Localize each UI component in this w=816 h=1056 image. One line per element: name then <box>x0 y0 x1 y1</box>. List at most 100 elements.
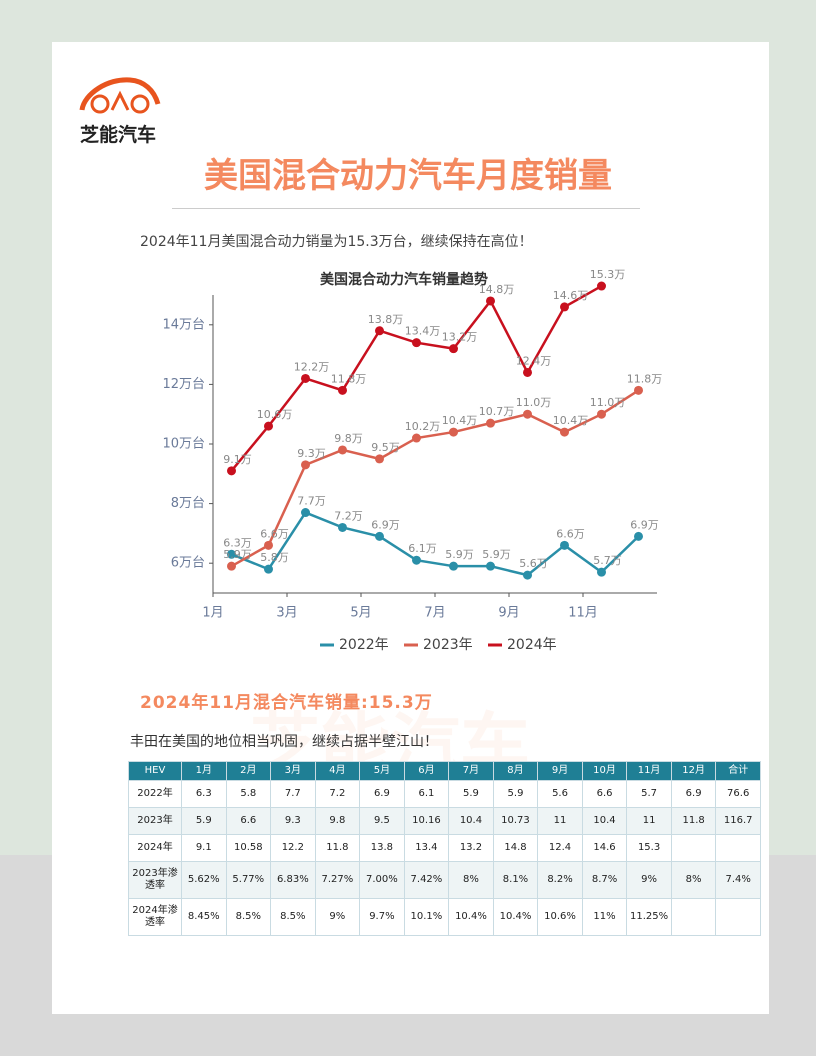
series-line <box>230 389 640 568</box>
data-label: 13.8万 <box>368 313 404 326</box>
cell: 12.4 <box>537 834 583 862</box>
cell: 2023年 <box>128 807 182 835</box>
x-tick-label: 1月 <box>202 606 223 621</box>
table: HEV 1月 2月 3月 4月 5月 6月 7月 8月 9月 10月 11月 12月 合计 2022年 6.3… <box>128 761 761 936</box>
cell: 1月 <box>181 761 227 781</box>
cell: 4月 <box>314 761 361 781</box>
cell <box>715 834 761 862</box>
cell: 8.5% <box>270 898 316 936</box>
data-label: 12.4万 <box>516 354 552 367</box>
cell: 5.7 <box>626 780 672 808</box>
data-label: 14.6万 <box>553 289 589 302</box>
cell: 8% <box>670 861 717 899</box>
brand: 芝能汽车 <box>80 124 157 146</box>
cell: 14.6 <box>581 834 628 862</box>
cell: 2022年 <box>128 780 182 808</box>
point <box>412 433 421 443</box>
cell: 9.8 <box>314 807 361 835</box>
data-label: 5.9万 <box>482 548 511 561</box>
data-label: 12.2万 <box>294 360 330 373</box>
cell: 10.58 <box>225 834 272 862</box>
data-label: 7.7万 <box>297 495 326 508</box>
data-label: 6.3万 <box>223 536 252 549</box>
cell: 10.4% <box>492 898 539 936</box>
header-row: HEV 1月 2月 3月 4月 5月 6月 7月 8月 9月 10月 11月 12月 合计 <box>128 761 761 781</box>
cell: 7.42% <box>403 861 450 899</box>
point <box>523 409 532 419</box>
x-tick-label: 9月 <box>498 606 519 621</box>
x-tick-label: 7月 <box>424 606 445 621</box>
cell: 6月 <box>403 761 450 781</box>
cell: 10.4% <box>448 898 494 936</box>
point <box>597 281 606 291</box>
data-label: 6.9万 <box>630 518 659 531</box>
cell: 7.4% <box>715 861 761 899</box>
cell: 6.6 <box>581 780 628 808</box>
cell: 10.6% <box>537 898 583 936</box>
data-label: 11.8万 <box>627 372 663 385</box>
point <box>338 385 347 395</box>
cell: 9.7% <box>359 898 405 936</box>
cell <box>715 898 761 936</box>
cell: 13.4 <box>403 834 450 862</box>
cell: 8月 <box>492 761 539 781</box>
cell: 10.16 <box>403 807 450 835</box>
cell: 6.6 <box>225 807 272 835</box>
data-label: 10.6万 <box>257 408 293 421</box>
data-label: 11.0万 <box>590 396 626 409</box>
cell: 9% <box>314 898 361 936</box>
point <box>375 326 384 336</box>
point <box>597 409 606 419</box>
point <box>301 460 310 470</box>
cell: 8% <box>448 861 494 899</box>
y-tick-label: 10万台 <box>162 437 205 452</box>
point <box>523 570 532 580</box>
point <box>634 531 643 541</box>
cell <box>670 834 717 862</box>
y-tick-label: 14万台 <box>162 317 205 332</box>
cell: 12.2 <box>270 834 316 862</box>
point <box>264 564 273 574</box>
data-label: 9.3万 <box>297 447 326 460</box>
cell: 9% <box>626 861 672 899</box>
data-label: 5.6万 <box>519 557 548 570</box>
cell: 5.77% <box>225 861 272 899</box>
data-label: 6.1万 <box>408 542 437 555</box>
cell: 11.25% <box>626 898 672 936</box>
point <box>375 454 384 464</box>
cell: 2024年 <box>128 834 182 862</box>
x-tick-label: 3月 <box>276 606 297 621</box>
point <box>412 555 421 565</box>
point <box>597 567 606 577</box>
series-line <box>230 284 603 472</box>
x-tick-label: 5月 <box>350 606 371 621</box>
point <box>412 338 421 348</box>
data-label: 14.8万 <box>479 283 515 296</box>
cell: 7.27% <box>314 861 361 899</box>
cell: 6.1 <box>403 780 450 808</box>
data-label: 9.5万 <box>371 441 400 454</box>
table-row: 2023年渗透率 5.62% 5.77% 6.83% 7.27% 7.00% 7.42% 8%… <box>128 861 761 899</box>
cell: 116.7 <box>715 807 761 835</box>
cell: 7月 <box>448 761 494 781</box>
cell: 2024年渗透率 <box>128 898 182 936</box>
point <box>301 373 310 383</box>
cell: 11% <box>581 898 628 936</box>
point <box>301 508 310 518</box>
section-text: 丰田在美国的地位相当巩固，继续占据半壁江山！ <box>130 734 438 750</box>
cell: 6.83% <box>270 861 316 899</box>
cell <box>670 898 717 936</box>
legend-label: 2023年 <box>423 637 473 653</box>
table-row: 2022年 6.3 5.8 7.7 7.2 6.9 6.1 5.9 5.9 5.6 6.6 5.7 6.… <box>128 780 761 808</box>
table-row: 2023年 5.9 6.6 9.3 9.8 9.5 10.16 10.4 10.73 11 10.4… <box>128 807 761 835</box>
cell: HEV <box>128 761 182 781</box>
cell: 10.73 <box>492 807 539 835</box>
point <box>486 418 495 428</box>
cell: 8.1% <box>492 861 539 899</box>
legend-label: 2022年 <box>339 637 389 653</box>
point <box>560 540 569 550</box>
point <box>338 445 347 455</box>
cell: 76.6 <box>715 780 761 808</box>
data-label: 6.6万 <box>556 527 585 540</box>
